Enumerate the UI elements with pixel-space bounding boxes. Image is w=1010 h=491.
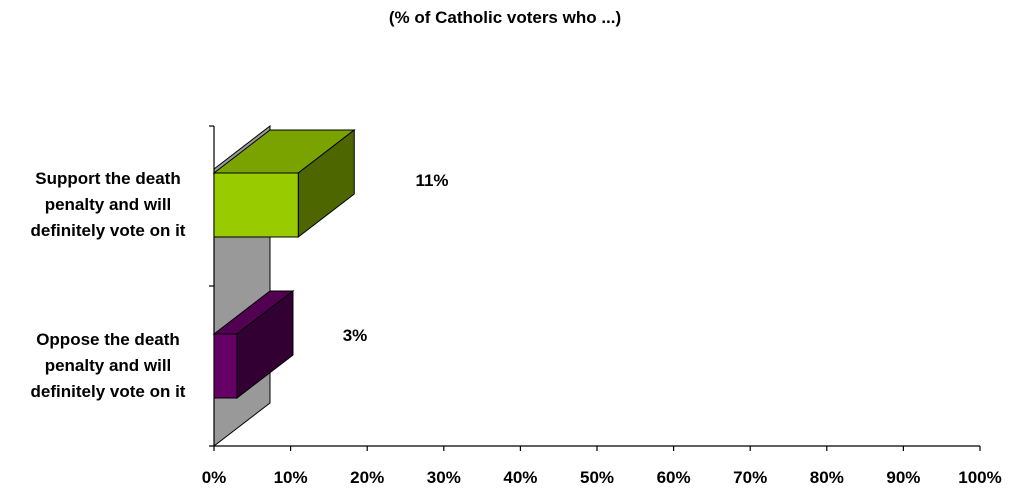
x-tick-label: 70% <box>733 468 767 487</box>
x-tick-label: 40% <box>503 468 537 487</box>
x-tick-label: 0% <box>202 468 227 487</box>
bar <box>213 172 299 238</box>
x-tick-label: 10% <box>274 468 308 487</box>
data-label: 3% <box>343 326 368 345</box>
x-tick-label: 30% <box>427 468 461 487</box>
y-category-label-line: definitely vote on it <box>30 221 186 240</box>
x-tick-label: 100% <box>958 468 1001 487</box>
y-category-label-line: Oppose the death <box>36 330 180 349</box>
x-tick-label: 20% <box>350 468 384 487</box>
y-category-label-line: definitely vote on it <box>30 382 186 401</box>
y-category-label-line: Support the death <box>35 169 181 188</box>
y-category-label: Support the death penalty and will definit… <box>8 166 208 244</box>
x-tick-label: 90% <box>886 468 920 487</box>
y-category-label-line: penalty and will <box>44 195 172 214</box>
x-tick-label: 60% <box>657 468 691 487</box>
y-category-label: Oppose the death penalty and will definite… <box>8 327 208 405</box>
x-tick-label: 80% <box>810 468 844 487</box>
data-label: 11% <box>415 171 448 190</box>
chart-title: (% of Catholic voters who ...) <box>388 8 622 27</box>
x-tick-label: 50% <box>580 468 614 487</box>
y-category-label-line: penalty and will <box>44 356 172 375</box>
bar <box>213 333 238 399</box>
